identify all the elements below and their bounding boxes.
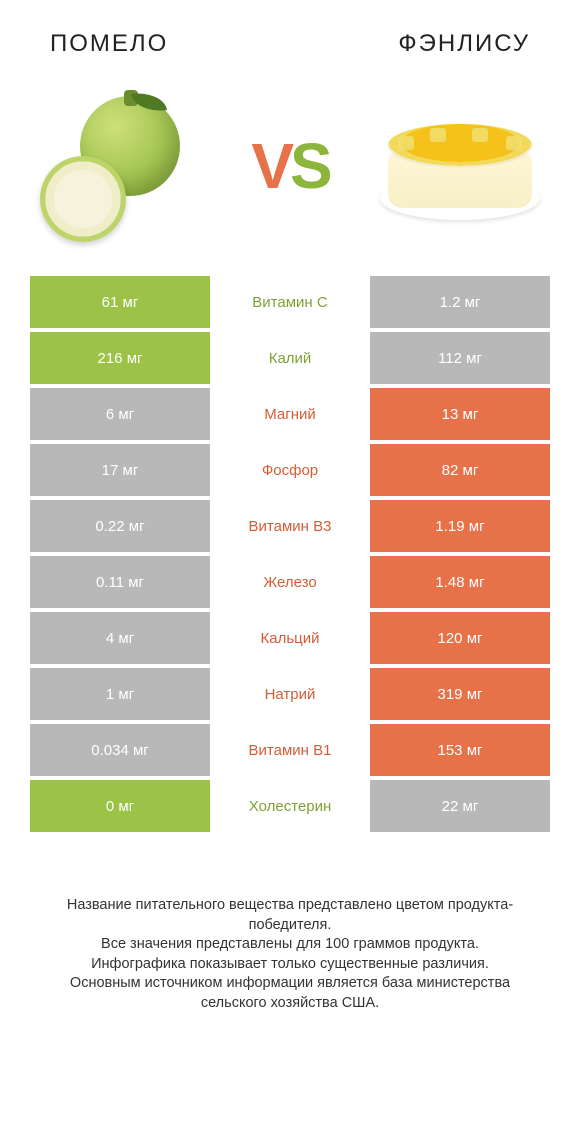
table-row: 216 мгКалий112 мг bbox=[30, 332, 550, 384]
vs-v: V bbox=[251, 130, 290, 202]
table-row: 0 мгХолестерин22 мг bbox=[30, 780, 550, 832]
table-row: 6 мгМагний13 мг bbox=[30, 388, 550, 440]
nutrient-label: Натрий bbox=[210, 668, 370, 720]
right-value: 22 мг bbox=[370, 780, 550, 832]
footer-line: Инфографика показывает только существенн… bbox=[40, 955, 540, 975]
table-row: 0.034 мгВитамин B1153 мг bbox=[30, 724, 550, 776]
footer-line: Название питательного вещества представл… bbox=[40, 896, 540, 935]
right-value: 319 мг bbox=[370, 668, 550, 720]
left-value: 17 мг bbox=[30, 444, 210, 496]
right-value: 13 мг bbox=[370, 388, 550, 440]
table-row: 1 мгНатрий319 мг bbox=[30, 668, 550, 720]
left-value: 6 мг bbox=[30, 388, 210, 440]
footer-note: Название питательного вещества представл… bbox=[30, 836, 550, 1013]
nutrient-label: Витамин B1 bbox=[210, 724, 370, 776]
cake-image bbox=[380, 86, 540, 246]
left-value: 0.22 мг bbox=[30, 500, 210, 552]
table-row: 61 мгВитамин C1.2 мг bbox=[30, 276, 550, 328]
vs-label: VS bbox=[251, 129, 328, 203]
pomelo-image bbox=[40, 86, 200, 246]
nutrient-label: Калий bbox=[210, 332, 370, 384]
right-value: 1.19 мг bbox=[370, 500, 550, 552]
right-value: 82 мг bbox=[370, 444, 550, 496]
table-row: 4 мгКальций120 мг bbox=[30, 612, 550, 664]
nutrient-label: Холестерин bbox=[210, 780, 370, 832]
left-title: ПОМЕЛО bbox=[50, 30, 168, 58]
right-value: 153 мг bbox=[370, 724, 550, 776]
left-value: 216 мг bbox=[30, 332, 210, 384]
left-value: 1 мг bbox=[30, 668, 210, 720]
comparison-table: 61 мгВитамин C1.2 мг216 мгКалий112 мг6 м… bbox=[30, 276, 550, 832]
nutrient-label: Магний bbox=[210, 388, 370, 440]
footer-line: Все значения представлены для 100 граммо… bbox=[40, 935, 540, 955]
nutrient-label: Фосфор bbox=[210, 444, 370, 496]
vs-s: S bbox=[290, 130, 329, 202]
hero-row: VS bbox=[30, 76, 550, 276]
left-value: 61 мг bbox=[30, 276, 210, 328]
nutrient-label: Железо bbox=[210, 556, 370, 608]
left-value: 0.11 мг bbox=[30, 556, 210, 608]
right-value: 112 мг bbox=[370, 332, 550, 384]
nutrient-label: Витамин B3 bbox=[210, 500, 370, 552]
left-value: 0.034 мг bbox=[30, 724, 210, 776]
right-value: 1.48 мг bbox=[370, 556, 550, 608]
right-value: 120 мг bbox=[370, 612, 550, 664]
footer-line: Основным источником информации является … bbox=[40, 974, 540, 1013]
table-row: 0.11 мгЖелезо1.48 мг bbox=[30, 556, 550, 608]
left-value: 4 мг bbox=[30, 612, 210, 664]
left-value: 0 мг bbox=[30, 780, 210, 832]
right-value: 1.2 мг bbox=[370, 276, 550, 328]
nutrient-label: Витамин C bbox=[210, 276, 370, 328]
nutrient-label: Кальций bbox=[210, 612, 370, 664]
titles-row: ПОМЕЛО ФЭНЛИСУ bbox=[30, 20, 550, 76]
right-title: ФЭНЛИСУ bbox=[398, 30, 530, 58]
table-row: 17 мгФосфор82 мг bbox=[30, 444, 550, 496]
table-row: 0.22 мгВитамин B31.19 мг bbox=[30, 500, 550, 552]
